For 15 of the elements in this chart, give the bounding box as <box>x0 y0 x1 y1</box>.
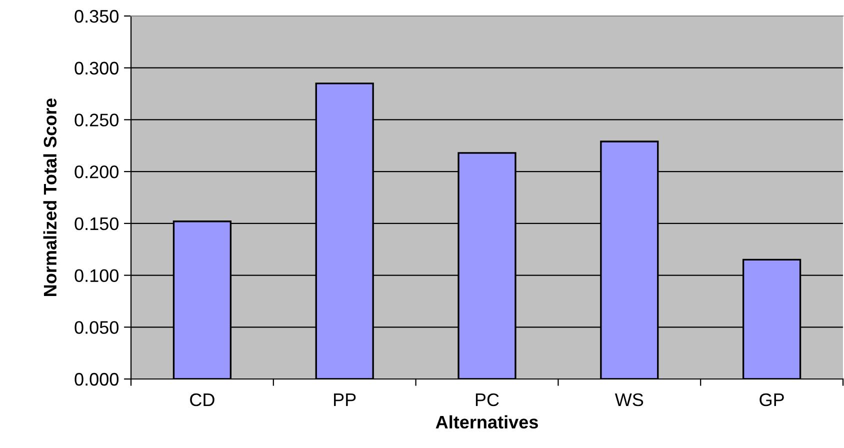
x-axis-title: Alternatives <box>436 415 538 429</box>
y-tick-label: 0.050 <box>74 321 118 334</box>
x-tick-label: GP <box>760 393 784 406</box>
x-tick-label: PC <box>476 393 499 406</box>
y-tick-label: 0.100 <box>74 269 118 282</box>
y-tick-label: 0.250 <box>74 114 118 126</box>
x-tick-label: CD <box>190 393 214 406</box>
x-tick-label: WS <box>614 393 644 406</box>
y-tick-label: 0.350 <box>74 10 118 23</box>
y-tick-label: 0.000 <box>74 372 118 386</box>
y-tick-label: 0.200 <box>74 166 118 178</box>
y-axis-title: Normalized Total Score <box>43 98 57 296</box>
y-tick-label: 0.300 <box>74 62 118 75</box>
y-tick-label: 0.150 <box>74 217 118 230</box>
x-tick-label: PP <box>334 394 356 406</box>
